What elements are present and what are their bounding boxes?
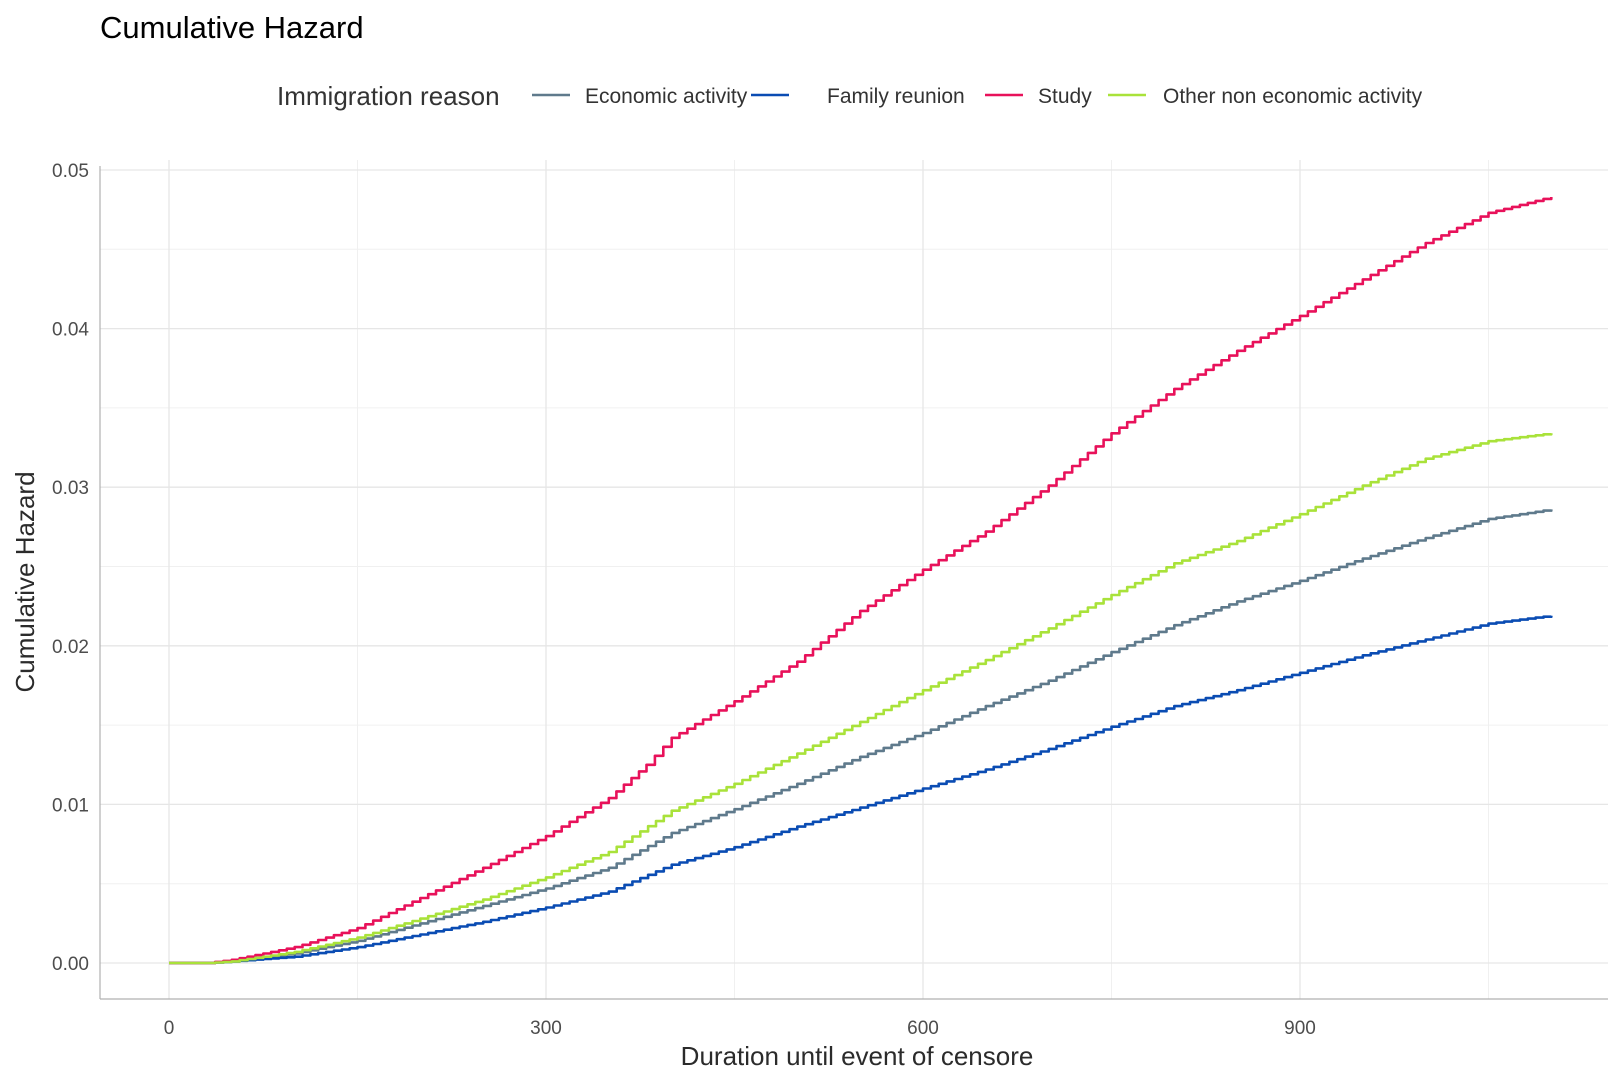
legend-label-0: Economic activity [585,85,748,108]
y-axis-title: Cumulative Hazard [10,471,40,692]
series-line-2 [169,197,1553,965]
y-axis-ticks: 0.00 0.01 0.02 0.03 0.04 0.05 [52,161,89,975]
y-tick-label: 0.05 [52,161,89,182]
plot-area [100,160,1608,999]
legend: Immigration reason Economic activity Fami… [277,81,1423,111]
legend-label-1: Family reunion [827,85,965,108]
legend-title: Immigration reason [277,81,500,111]
x-tick-label: 600 [907,1018,939,1039]
y-tick-label: 0.00 [52,954,89,975]
y-tick-label: 0.02 [52,637,89,658]
y-tick-label: 0.04 [52,320,89,341]
legend-label-2: Study [1038,85,1092,108]
major-gridlines [100,160,1608,999]
x-axis-ticks: 0 300 600 900 [164,1018,1316,1039]
chart-title: Cumulative Hazard [100,10,364,45]
series-line-3 [169,433,1553,965]
series-line-0 [169,509,1553,965]
series-lines [169,197,1553,965]
minor-gridlines [100,160,1608,999]
y-tick-label: 0.03 [52,478,89,499]
x-tick-label: 900 [1284,1018,1316,1039]
x-axis-title: Duration until event of censore [681,1041,1034,1071]
legend-label-3: Other non economic activity [1163,85,1423,108]
y-tick-label: 0.01 [52,795,89,816]
x-tick-label: 300 [530,1018,562,1039]
series-line-1 [169,615,1553,965]
x-tick-label: 0 [164,1018,175,1039]
